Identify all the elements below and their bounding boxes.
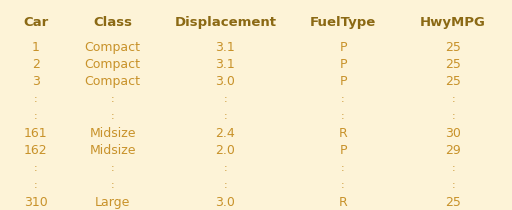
Text: 310: 310 (24, 196, 48, 209)
Text: HwyMPG: HwyMPG (420, 16, 486, 29)
Text: Displacement: Displacement (174, 16, 276, 29)
Text: Compact: Compact (84, 58, 141, 71)
Text: 25: 25 (445, 58, 461, 71)
Text: P: P (339, 75, 347, 88)
Text: 25: 25 (445, 41, 461, 54)
Text: Compact: Compact (84, 75, 141, 88)
Text: P: P (339, 58, 347, 71)
Text: Midsize: Midsize (90, 127, 136, 140)
Text: 3.1: 3.1 (216, 41, 235, 54)
Text: :: : (451, 94, 455, 104)
Text: 161: 161 (24, 127, 48, 140)
Text: :: : (223, 111, 227, 121)
Text: :: : (341, 163, 345, 173)
Text: Compact: Compact (84, 41, 141, 54)
Text: 30: 30 (445, 127, 461, 140)
Text: :: : (111, 163, 115, 173)
Text: :: : (341, 180, 345, 190)
Text: 25: 25 (445, 196, 461, 209)
Text: R: R (338, 127, 348, 140)
Text: 1: 1 (32, 41, 40, 54)
Text: 3.1: 3.1 (216, 58, 235, 71)
Text: R: R (338, 196, 348, 209)
Text: P: P (339, 41, 347, 54)
Text: 25: 25 (445, 75, 461, 88)
Text: 2.4: 2.4 (216, 127, 235, 140)
Text: :: : (341, 111, 345, 121)
Text: 29: 29 (445, 144, 461, 157)
Text: P: P (339, 144, 347, 157)
Text: Midsize: Midsize (90, 144, 136, 157)
Text: 2.0: 2.0 (216, 144, 235, 157)
Text: 2: 2 (32, 58, 40, 71)
Text: FuelType: FuelType (310, 16, 376, 29)
Text: :: : (451, 180, 455, 190)
Text: :: : (111, 180, 115, 190)
Text: 162: 162 (24, 144, 48, 157)
Text: :: : (223, 180, 227, 190)
Text: :: : (223, 163, 227, 173)
Text: Class: Class (93, 16, 132, 29)
Text: :: : (341, 94, 345, 104)
Text: :: : (34, 94, 38, 104)
Text: 3.0: 3.0 (216, 75, 235, 88)
Text: :: : (111, 111, 115, 121)
Text: Large: Large (95, 196, 131, 209)
Text: Car: Car (23, 16, 49, 29)
Text: :: : (451, 111, 455, 121)
Text: 3.0: 3.0 (216, 196, 235, 209)
Text: :: : (451, 163, 455, 173)
Text: :: : (34, 111, 38, 121)
Text: :: : (34, 180, 38, 190)
Text: 3: 3 (32, 75, 40, 88)
Text: :: : (223, 94, 227, 104)
Text: :: : (111, 94, 115, 104)
Text: :: : (34, 163, 38, 173)
